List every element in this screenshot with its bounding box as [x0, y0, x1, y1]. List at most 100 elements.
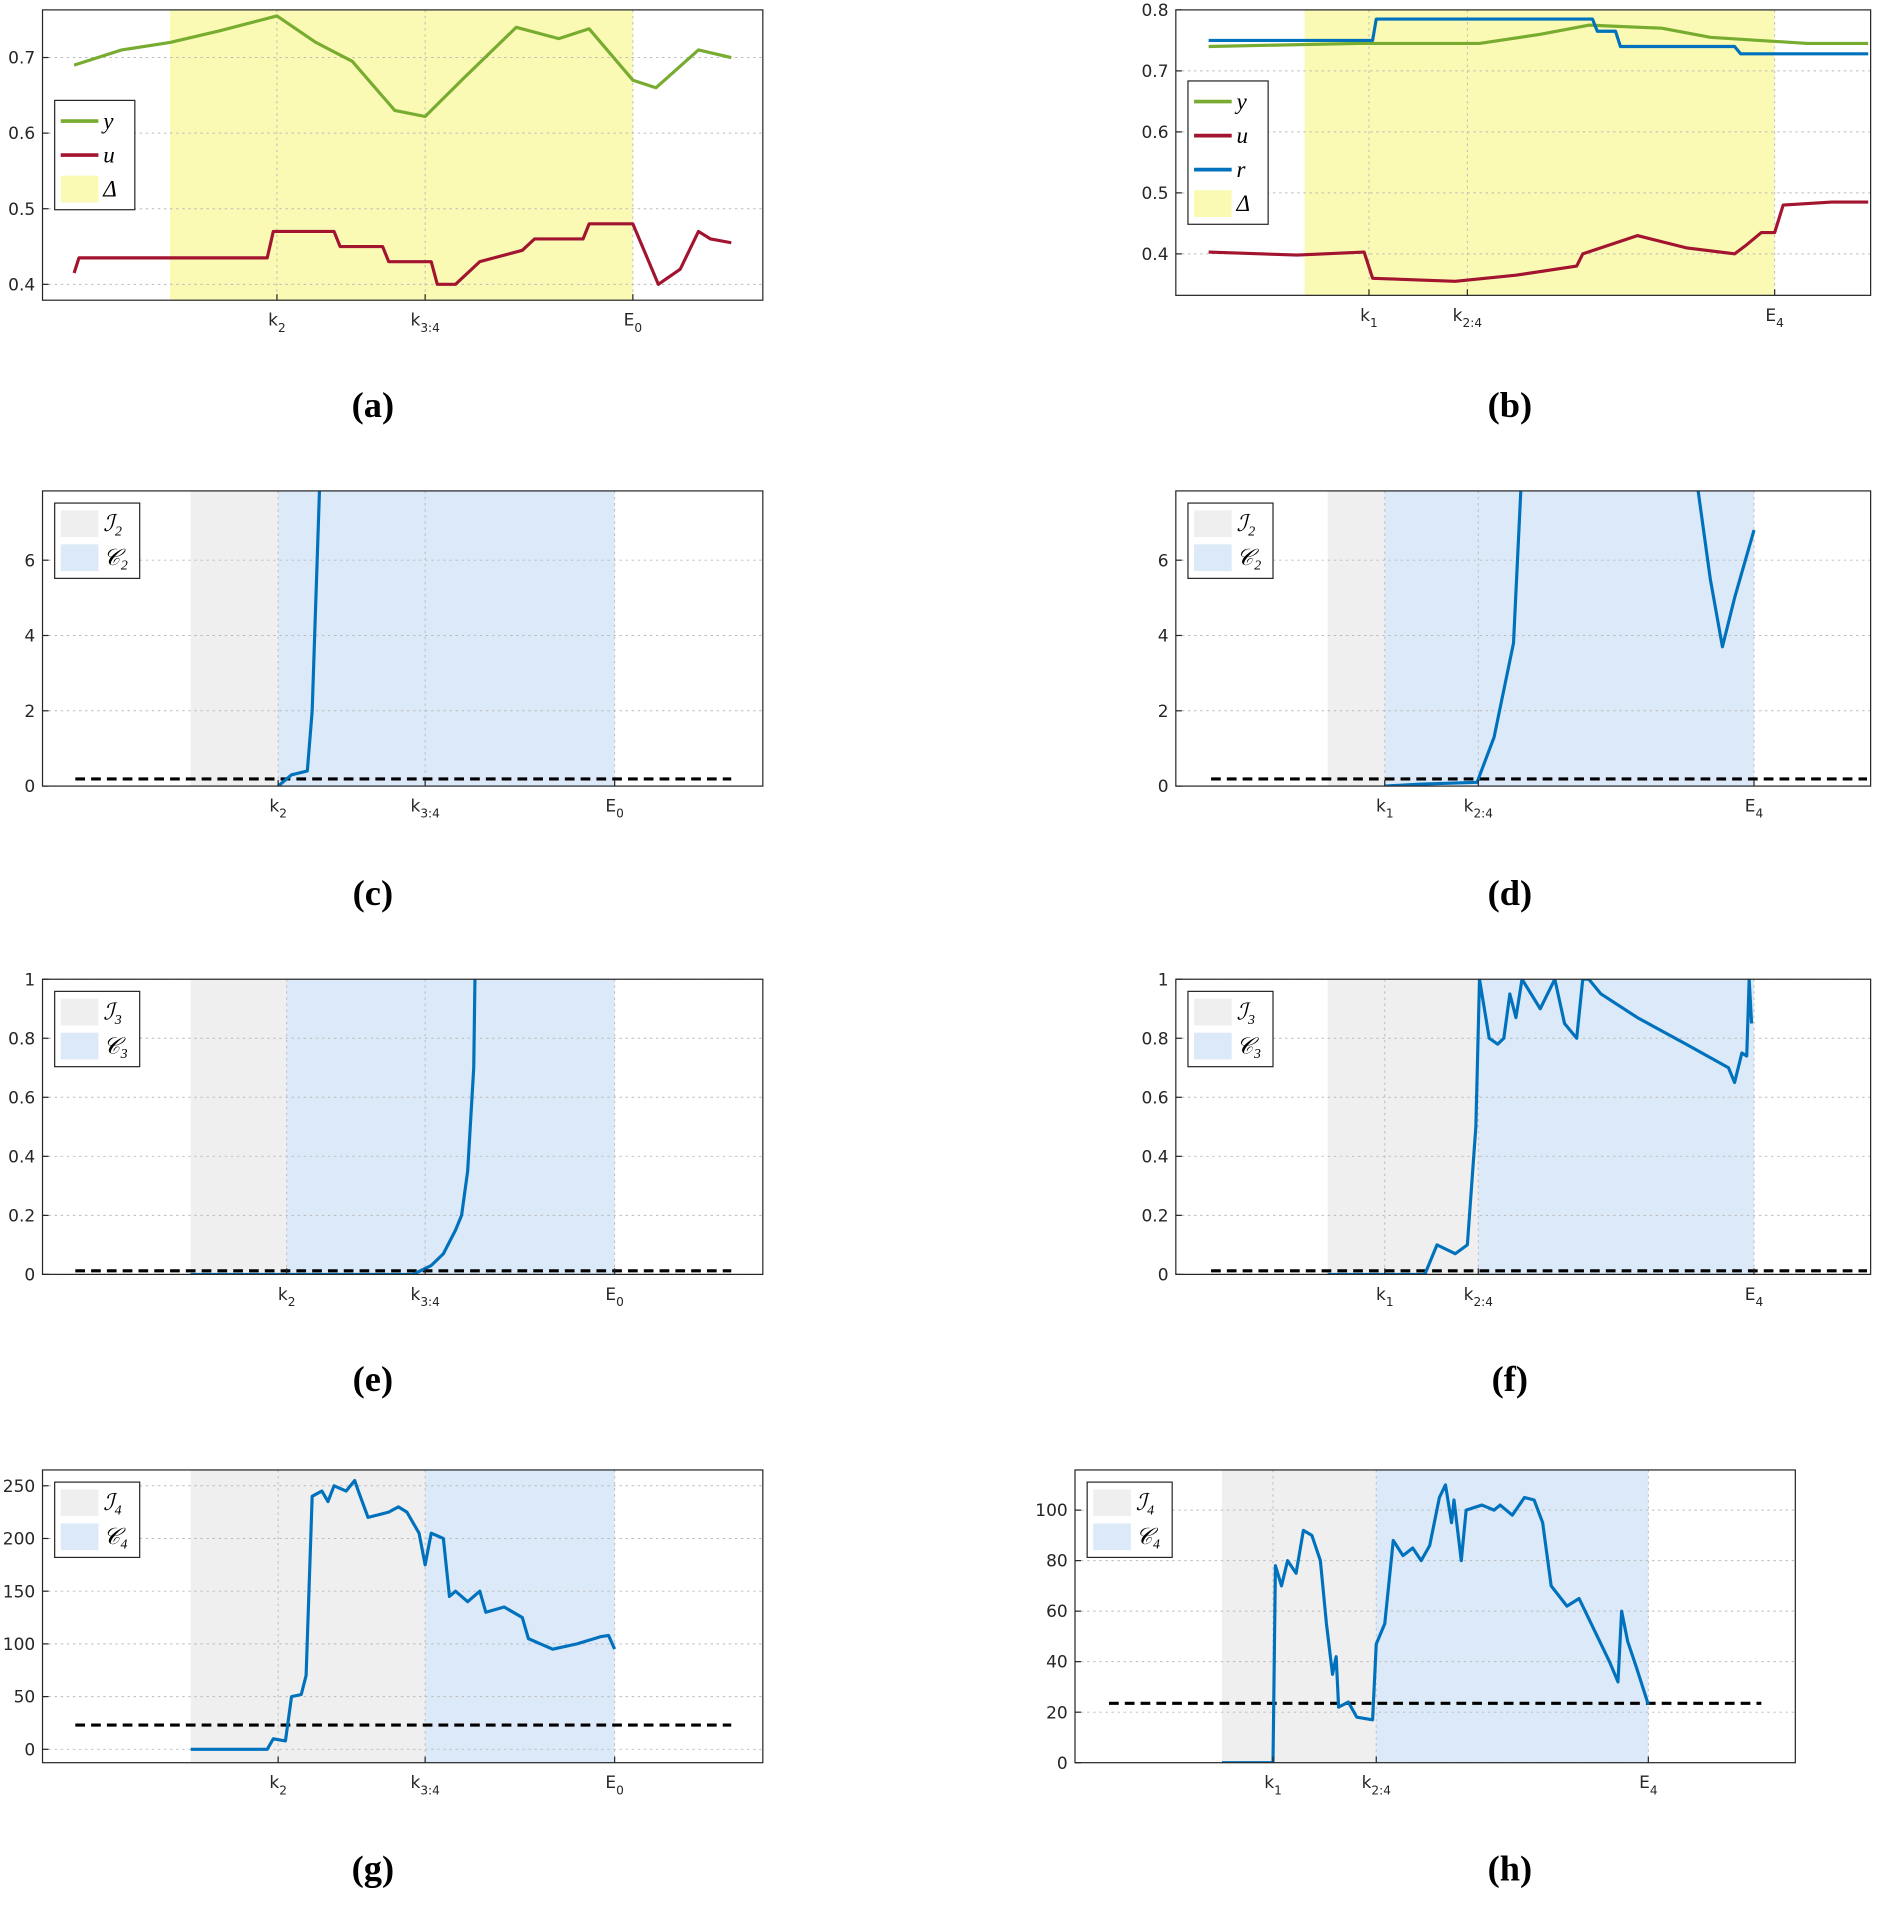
x-tick-label: k1: [1264, 1773, 1282, 1797]
y-tick-label: 0.5: [8, 200, 35, 220]
x-tick-sub: 0: [616, 807, 624, 821]
x-tick-main: k: [278, 1285, 288, 1305]
y-tick-label: 100: [3, 1635, 35, 1655]
data-line: [1208, 200, 1869, 283]
shaded-region: [1384, 490, 1755, 787]
x-tick-sub: 4: [1650, 1783, 1658, 1797]
y-tick-label: 0.6: [8, 124, 35, 144]
legend-label: y: [1235, 88, 1248, 114]
y-tick-label: 80: [1046, 1552, 1068, 1572]
x-tick-main: k: [1376, 797, 1386, 817]
shaded-region: [278, 490, 615, 787]
x-tick-label: E4: [1745, 1285, 1764, 1309]
data-line: [1384, 490, 1756, 787]
legend-label: ℐ₂: [1237, 510, 1256, 536]
data-line: [72, 222, 732, 286]
caption: (e): [353, 1359, 393, 1399]
x-tick-main: k: [269, 1773, 279, 1793]
shaded-region: [1304, 9, 1775, 296]
y-tick-label: 0.4: [8, 275, 35, 295]
y-tick-label: 0: [24, 1265, 35, 1285]
x-tick-sub: 2:4: [1473, 807, 1493, 821]
data-line: [190, 979, 477, 1275]
shaded-region: [1327, 490, 1385, 787]
x-tick-main: E: [1745, 1285, 1756, 1305]
legend-label: ℐ₂: [103, 510, 122, 536]
x-tick-main: k: [1453, 306, 1463, 326]
caption: (g): [352, 1849, 394, 1889]
caption: (b): [1488, 385, 1533, 425]
y-tick-label: 0: [24, 777, 35, 797]
y-tick-label: 50: [14, 1688, 36, 1708]
x-tick-sub: 2: [278, 321, 286, 335]
data-line: [1221, 1483, 1650, 1763]
legend-label: u: [1237, 122, 1249, 148]
x-tick-main: E: [605, 797, 616, 817]
x-tick-label: E0: [605, 1773, 623, 1797]
shaded-region: [1376, 1469, 1649, 1763]
y-tick-label: 0.2: [1141, 1206, 1168, 1226]
y-tick-label: 0.6: [1141, 123, 1168, 143]
legend-swatch: [1194, 1032, 1232, 1060]
x-tick-label: k2:4: [1362, 1773, 1392, 1797]
y-tick-label: 1: [1158, 970, 1169, 990]
y-tick-label: 0.4: [1141, 1147, 1168, 1167]
shaded-region: [190, 490, 279, 787]
x-tick-sub: 4: [1756, 1295, 1764, 1309]
y-tick-label: 0.8: [1141, 1029, 1168, 1049]
legend-swatch: [60, 998, 99, 1026]
x-tick-sub: 1: [1370, 316, 1378, 330]
shaded-region: [170, 9, 633, 301]
y-tick-label: 4: [1158, 627, 1169, 647]
legend-label: Δ: [1236, 190, 1251, 216]
x-tick-sub: 2:4: [1371, 1783, 1391, 1797]
x-tick-main: k: [268, 311, 278, 331]
x-tick-label: k1: [1360, 306, 1378, 330]
x-tick-sub: 0: [616, 1783, 624, 1797]
legend-swatch: [1194, 544, 1232, 572]
data-line: [1208, 23, 1869, 49]
data-line: [1208, 17, 1869, 56]
legend-label: 𝒞₄: [1136, 1523, 1161, 1549]
x-tick-main: E: [605, 1285, 616, 1305]
y-tick-label: 6: [1158, 551, 1169, 571]
x-tick-sub: 3:4: [420, 1783, 440, 1797]
legend-label: 𝒞₃: [1237, 1032, 1262, 1058]
x-tick-sub: 3:4: [420, 1295, 440, 1309]
plot-area: [1175, 490, 1871, 787]
y-tick-label: 0.7: [1141, 62, 1168, 82]
shaded-region: [1478, 979, 1755, 1275]
y-tick-label: 6: [24, 551, 35, 571]
x-tick-label: k2: [269, 797, 287, 821]
caption: (c): [353, 873, 393, 913]
x-tick-label: k2: [268, 311, 286, 335]
x-tick-sub: 1: [1274, 1783, 1282, 1797]
x-tick-sub: 0: [634, 321, 642, 335]
legend-label: u: [103, 141, 115, 167]
shaded-region: [286, 979, 615, 1275]
x-tick-label: k3:4: [410, 1285, 440, 1309]
plot-area: [1175, 979, 1871, 1275]
caption: (f): [1492, 1359, 1528, 1399]
y-tick-label: 0.2: [8, 1206, 35, 1226]
legend-swatch: [1194, 510, 1232, 538]
data-line: [73, 14, 732, 119]
x-tick-main: E: [1639, 1773, 1650, 1793]
y-tick-label: 0.4: [8, 1147, 35, 1167]
x-tick-sub: 4: [1776, 316, 1784, 330]
data-line: [190, 1478, 617, 1751]
legend-label: 𝒞₃: [103, 1032, 128, 1058]
legend-label: r: [1237, 156, 1247, 182]
x-tick-label: k2: [278, 1285, 296, 1309]
plot-area: [42, 1469, 763, 1763]
x-tick-sub: 2:4: [1473, 1295, 1493, 1309]
x-tick-label: k1: [1376, 797, 1394, 821]
legend-label: Δ: [102, 175, 117, 201]
x-tick-sub: 2:4: [1463, 316, 1483, 330]
y-tick-label: 0: [24, 1740, 35, 1760]
axes-box: [1175, 9, 1872, 296]
y-tick-label: 0.8: [1141, 1, 1168, 21]
legend-label: 𝒞₂: [103, 544, 128, 570]
